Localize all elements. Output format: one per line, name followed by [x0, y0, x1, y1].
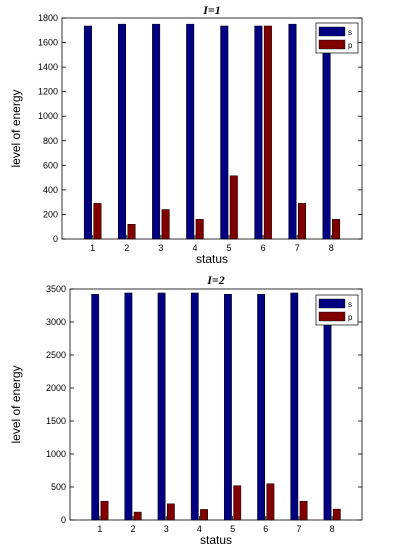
x-tick-label: 6 — [263, 524, 268, 534]
y-tick-label: 0 — [53, 234, 58, 244]
bar-p-4 — [195, 219, 204, 240]
bar-p-2 — [133, 511, 142, 521]
legend-swatch-s — [318, 298, 346, 309]
bar-s-5 — [220, 25, 229, 240]
plot-area — [61, 17, 363, 240]
bar-p-5 — [229, 175, 238, 240]
legend-label-s: s — [348, 300, 352, 309]
chart-panel-1: 0 200 400 600 800 1000 1200 1400 1600 1800 1 2 3 4 5 6 7… — [9, 3, 363, 266]
y-tick-label: 1800 — [38, 13, 58, 23]
bar-s-3 — [157, 292, 166, 521]
x-tick-label: 1 — [97, 524, 102, 534]
y-tick-label: 600 — [43, 160, 58, 170]
legend-label-s: s — [348, 28, 352, 37]
bar-s-8 — [323, 318, 332, 521]
legend: sp — [315, 294, 359, 326]
bar-p-3 — [166, 503, 175, 521]
y-tick-label: 1400 — [38, 62, 58, 72]
chart-title: I=2 — [206, 273, 225, 287]
plot-area — [69, 288, 363, 521]
y-tick-label: 1600 — [38, 38, 58, 48]
bar-s-4 — [190, 292, 199, 521]
bar-p-6 — [263, 25, 272, 240]
chart-title: I=1 — [202, 3, 221, 17]
bar-p-6 — [266, 483, 275, 521]
y-tick-label: 200 — [43, 209, 58, 219]
y-tick-label: 0 — [61, 515, 66, 525]
y-axis-label: level of energy — [9, 89, 23, 167]
y-tick-label: 400 — [43, 185, 58, 195]
bar-s-1 — [83, 25, 92, 240]
x-tick-label: 6 — [261, 243, 266, 253]
bar-p-4 — [200, 509, 208, 521]
x-tick-label: 7 — [296, 524, 301, 534]
legend-swatch-s — [318, 26, 346, 37]
legend-swatch-p — [318, 311, 346, 322]
bar-p-5 — [233, 485, 242, 521]
bar-s-6 — [257, 294, 266, 521]
y-tick-label: 500 — [51, 482, 66, 492]
y-tick-label: 2500 — [46, 350, 66, 360]
y-tick-label: 1500 — [46, 416, 66, 426]
bar-s-1 — [91, 294, 100, 521]
y-tick-label: 3500 — [46, 284, 66, 294]
x-tick-label: 7 — [295, 243, 300, 253]
x-tick-label: 5 — [227, 243, 232, 253]
legend: sp — [315, 22, 359, 54]
bar-p-1 — [100, 500, 109, 521]
bar-s-4 — [186, 23, 195, 240]
bar-p-3 — [161, 209, 170, 240]
bar-p-7 — [297, 203, 306, 240]
bar-p-1 — [93, 203, 102, 240]
x-tick-label: 2 — [124, 243, 129, 253]
x-tick-label: 5 — [230, 524, 235, 534]
x-tick-label: 8 — [329, 243, 334, 253]
bar-s-2 — [124, 292, 133, 521]
bar-p-2 — [127, 224, 136, 240]
legend-label-p: p — [348, 41, 353, 50]
bar-p-8 — [332, 508, 341, 521]
x-tick-label: 2 — [131, 524, 136, 534]
x-axis-label: status — [196, 252, 228, 266]
y-tick-label: 1000 — [38, 111, 58, 121]
x-axis-label: status — [200, 533, 232, 547]
y-tick-label: 1200 — [38, 87, 58, 97]
y-tick-label: 1000 — [46, 449, 66, 459]
bar-s-6 — [254, 25, 263, 240]
bar-s-3 — [152, 23, 161, 240]
bar-p-7 — [299, 500, 308, 521]
x-tick-label: 3 — [158, 243, 163, 253]
x-tick-label: 3 — [164, 524, 169, 534]
chart-panel-2: 0 500 1000 1500 2000 2500 3000 3500 1 2 3 4 5 6 7 8 I=2 s… — [9, 273, 363, 547]
x-tick-label: 1 — [90, 243, 95, 253]
bar-s-8 — [322, 39, 331, 240]
x-tick-label: 8 — [330, 524, 335, 534]
bar-s-5 — [224, 294, 232, 521]
y-tick-label: 3000 — [46, 317, 66, 327]
y-tick-label: 2000 — [46, 383, 66, 393]
x-tick-label: 4 — [197, 524, 202, 534]
bar-p-8 — [332, 219, 341, 240]
bar-s-7 — [288, 23, 297, 240]
y-tick-label: 800 — [43, 136, 58, 146]
bar-s-7 — [290, 292, 299, 521]
bar-s-2 — [118, 23, 127, 240]
y-axis-label: level of energy — [9, 365, 23, 443]
legend-swatch-p — [318, 39, 346, 50]
x-tick-label: 4 — [192, 243, 197, 253]
legend-label-p: p — [348, 313, 353, 322]
